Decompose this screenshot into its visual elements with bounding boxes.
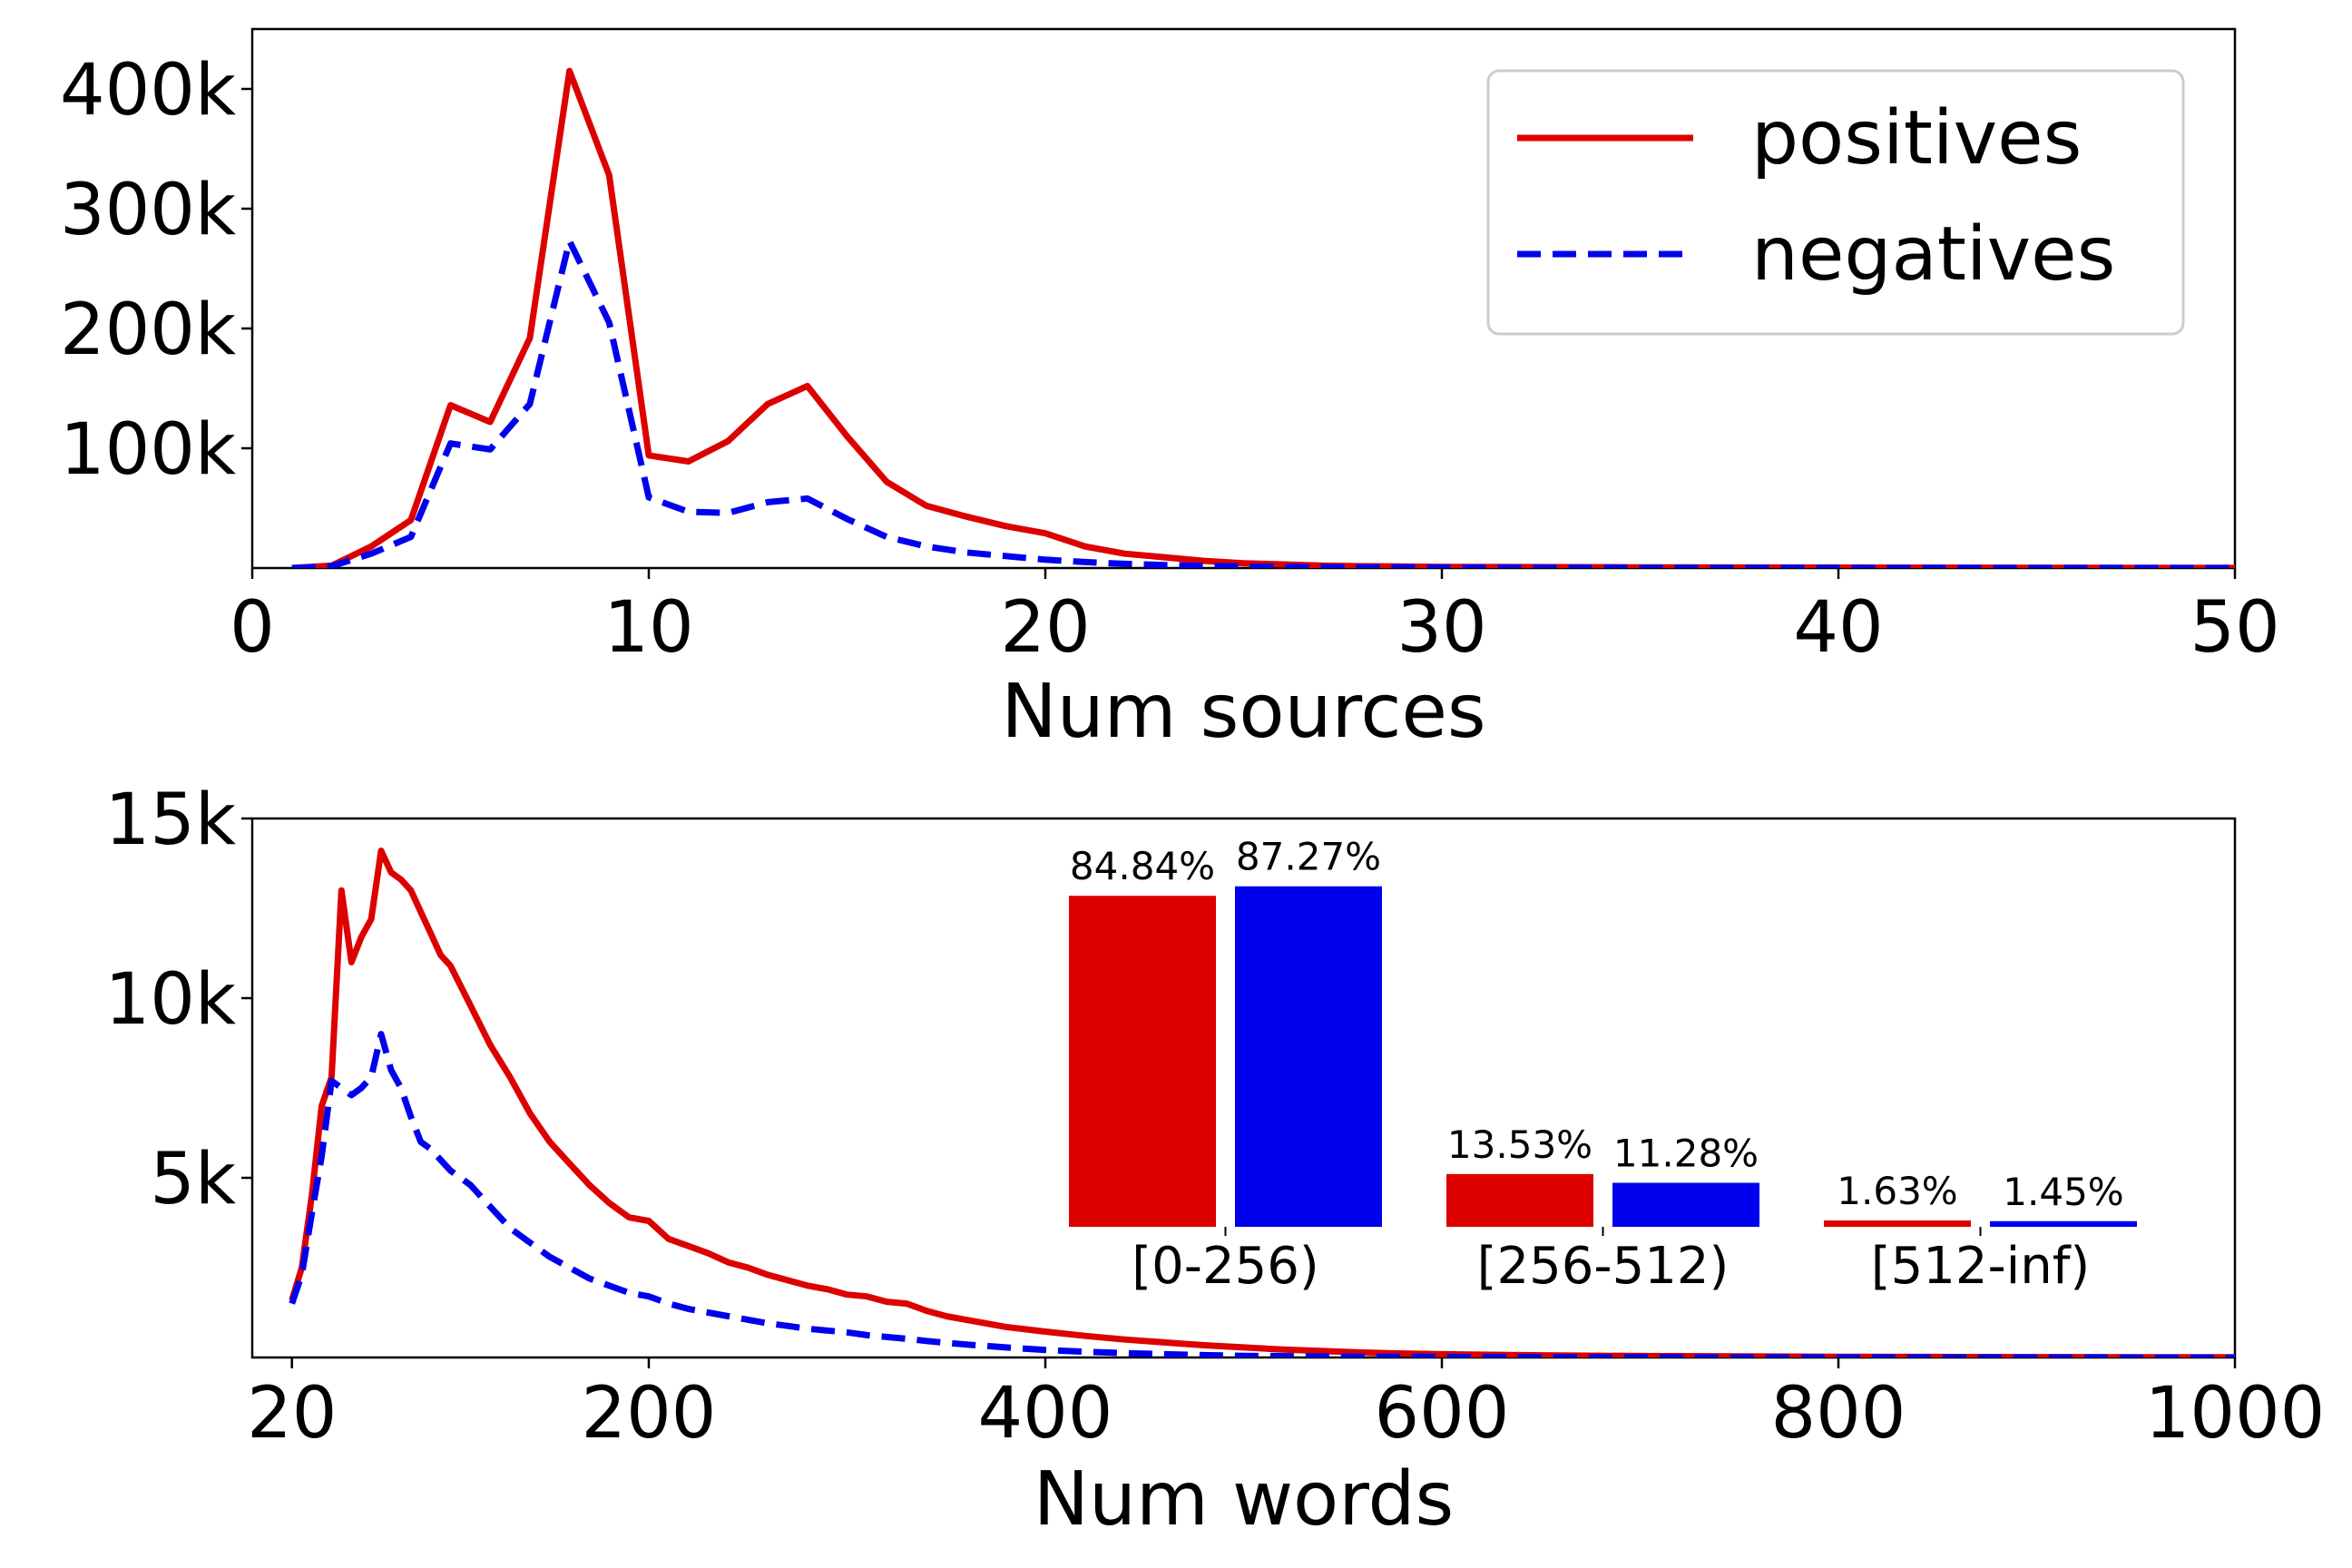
bottom-x-axis-label: Num words xyxy=(1034,1456,1455,1543)
inset-bar-value-label: 1.45% xyxy=(2003,1170,2123,1214)
legend-label-negatives: negatives xyxy=(1751,211,2115,298)
top-series-negatives xyxy=(291,238,2235,568)
bottom-xtick-label: 20 xyxy=(247,1373,337,1455)
bottom-xtick-label: 400 xyxy=(978,1373,1113,1455)
inset-bar-value-label: 1.63% xyxy=(1837,1169,1957,1213)
top-series-positives xyxy=(291,67,2235,568)
top-xtick-label: 30 xyxy=(1396,587,1486,669)
bottom-ytick-label: 15k xyxy=(105,779,236,861)
bottom-series-negatives xyxy=(289,1031,2235,1357)
bottom-series-positives xyxy=(289,848,2235,1357)
inset-bar-positives xyxy=(1069,896,1216,1227)
inset-category-label: [0-256) xyxy=(1132,1237,1318,1296)
top-ytick-label: 400k xyxy=(60,50,236,132)
top-axes-frame xyxy=(250,27,2237,570)
panel-num-words: 20 200 400 600 800 1000 5k 10k 15k Num words 84.84… xyxy=(105,779,2326,1543)
inset-bar-negatives xyxy=(1990,1220,2137,1227)
top-ytick-label: 200k xyxy=(60,289,236,371)
inset-category-label: [256-512) xyxy=(1477,1237,1730,1296)
top-xtick-label: 0 xyxy=(230,587,275,669)
legend-label-positives: positives xyxy=(1751,95,2082,181)
inset-bar-negatives xyxy=(1235,886,1382,1227)
top-xtick-label: 20 xyxy=(1000,587,1090,669)
top-xtick-label: 10 xyxy=(603,587,693,669)
panel-num-sources: 0 10 20 30 40 50 100k 200k 300k 400k Num sources po… xyxy=(60,27,2280,755)
legend: positives negatives xyxy=(1486,69,2185,336)
bottom-ytick-label: 10k xyxy=(105,959,236,1041)
inset-bar-value-label: 87.27% xyxy=(1236,835,1381,879)
top-xtick-label: 50 xyxy=(2190,587,2279,669)
inset-bar-negatives xyxy=(1612,1182,1759,1227)
inset-category-label: [512-inf) xyxy=(1871,1237,2091,1296)
inset-bar-value-label: 13.53% xyxy=(1447,1122,1592,1167)
inset-bar-positives xyxy=(1824,1220,1971,1227)
bottom-xtick-label: 800 xyxy=(1771,1373,1906,1455)
bottom-xtick-label: 200 xyxy=(582,1373,717,1455)
top-ytick-label: 100k xyxy=(60,409,236,491)
top-xtick-label: 40 xyxy=(1793,587,1883,669)
inset-bar-value-label: 84.84% xyxy=(1070,844,1215,888)
bottom-ytick-label: 5k xyxy=(150,1139,236,1220)
top-ytick-label: 300k xyxy=(60,170,236,251)
inset-bar-value-label: 11.28% xyxy=(1613,1131,1759,1175)
inset-bar-chart: 84.84% 87.27% [0-256) 13.53% 11.28% [256-512)… xyxy=(1069,835,2137,1296)
bottom-xtick-label: 600 xyxy=(1375,1373,1510,1455)
bottom-xtick-label: 1000 xyxy=(2145,1373,2326,1455)
top-x-axis-label: Num sources xyxy=(1001,669,1485,755)
inset-bar-positives xyxy=(1446,1173,1593,1227)
